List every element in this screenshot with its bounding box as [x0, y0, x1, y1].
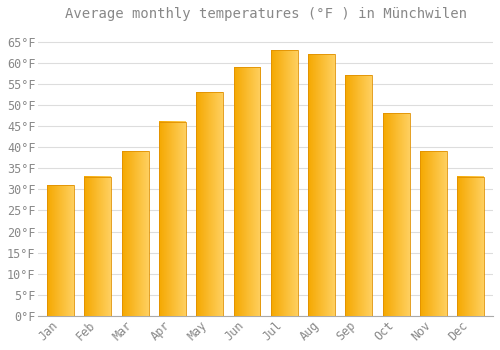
- Bar: [234, 67, 260, 316]
- Bar: [47, 185, 74, 316]
- Bar: [84, 177, 112, 316]
- Bar: [159, 122, 186, 316]
- Bar: [271, 50, 297, 316]
- Bar: [122, 152, 148, 316]
- Bar: [458, 177, 484, 316]
- Bar: [196, 92, 223, 316]
- Title: Average monthly temperatures (°F ) in Münchwilen: Average monthly temperatures (°F ) in Mü…: [64, 7, 466, 21]
- Bar: [308, 54, 335, 316]
- Bar: [382, 113, 409, 316]
- Bar: [420, 152, 447, 316]
- Bar: [346, 76, 372, 316]
